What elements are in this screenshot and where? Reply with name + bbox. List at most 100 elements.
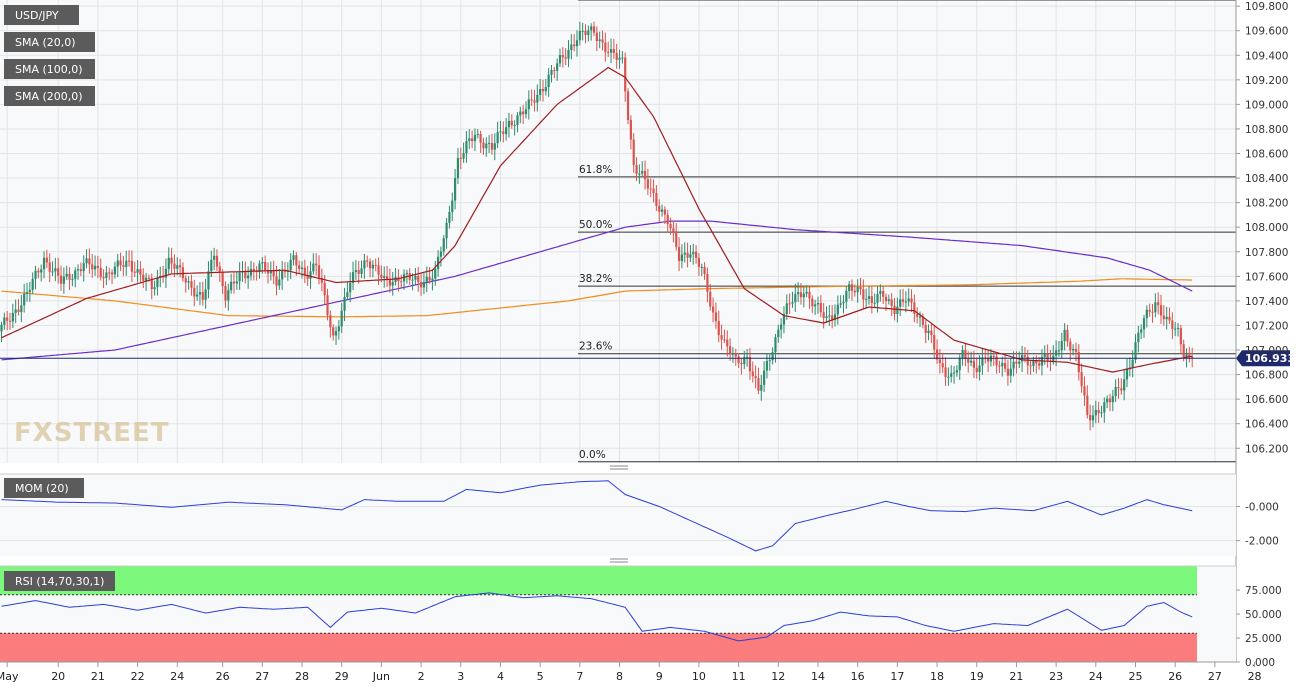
price-tick-label: 109.000 (1245, 99, 1288, 111)
candle-body (1083, 386, 1086, 396)
candle-body (1120, 388, 1123, 391)
candle-body (1125, 369, 1129, 380)
candle-body (887, 299, 890, 301)
candle-body (533, 100, 536, 103)
candle-body (247, 275, 250, 279)
candle-body (774, 337, 777, 353)
candle-body (1094, 409, 1097, 416)
candle-body (31, 278, 34, 290)
candle-body (227, 290, 230, 301)
candle-body (527, 99, 530, 110)
candle-body (748, 356, 752, 372)
momentum-panel-bg (0, 474, 1236, 556)
candle-body (782, 314, 786, 325)
candle-body (626, 91, 630, 121)
candle-body (947, 376, 950, 378)
candle-body (366, 260, 369, 262)
candle-body (85, 258, 88, 264)
candle-body (893, 305, 896, 314)
candle-body (873, 302, 876, 304)
fib-label: 0.0% (579, 449, 606, 461)
candle-body (108, 272, 111, 274)
rsi-panel: 75.000 50.000 25.000 0.000 RSI (14,70,30,1) (0, 565, 1282, 669)
candle-body (884, 296, 888, 301)
candle-body (941, 363, 944, 368)
candle-body (181, 267, 185, 279)
candle-body (530, 99, 533, 101)
legend-item-label: SMA (200,0) (15, 90, 83, 103)
panel-resize-handle-2[interactable] (610, 558, 628, 563)
candle-body (921, 316, 924, 325)
current-price-line: 106.933 (0, 350, 1295, 367)
rsi-overbought-zone (0, 566, 1197, 595)
candle-body (641, 170, 644, 174)
candle-body (414, 275, 417, 280)
momentum-tick-label: -2.000 (1245, 536, 1279, 548)
candle-body (193, 287, 196, 297)
price-tick-label: 107.000 (1245, 345, 1288, 357)
candle-body (595, 32, 598, 42)
candle-body (6, 317, 9, 321)
candle-body (904, 301, 907, 303)
candle-body (334, 331, 338, 336)
candle-body (448, 212, 451, 223)
legend-item-0: USD/JPY (4, 5, 79, 25)
date-tick-label: 2 (418, 670, 425, 683)
candle-body (434, 268, 437, 279)
candle-body (62, 276, 65, 284)
price-panel-bg (0, 0, 1236, 463)
candle-body (853, 290, 856, 293)
date-tick-label: May (0, 670, 19, 683)
price-tick-label: 107.800 (1245, 247, 1288, 259)
candle-body (1159, 305, 1163, 316)
candle-body (1188, 354, 1191, 357)
momentum-grid (0, 473, 1236, 542)
candle-body (213, 255, 216, 260)
candle-body (992, 355, 995, 357)
candle-body (672, 228, 675, 233)
candle-body (417, 275, 420, 283)
sma-20-line (1, 66, 1193, 373)
candle-body (731, 353, 735, 355)
candle-body (870, 296, 873, 304)
momentum-legend-bg (4, 478, 84, 498)
date-tick-label: 28 (295, 670, 309, 683)
candle-body (65, 273, 68, 277)
candle-body (760, 384, 763, 391)
momentum-panel: -0.000 -2.000 MOM (20) (0, 473, 1279, 563)
price-tick-label: 106.400 (1245, 419, 1288, 431)
candle-body (677, 247, 681, 262)
candle-body (1001, 362, 1004, 367)
candle-body (201, 292, 204, 300)
candle-body (621, 57, 624, 59)
candle-body (340, 310, 343, 327)
momentum-legend-label: MOM (20) (15, 482, 69, 495)
momentum-path (1, 480, 1193, 552)
candle-body (669, 223, 672, 229)
candle-body (578, 31, 581, 41)
candle-body (1055, 350, 1058, 356)
candle-body (315, 263, 318, 266)
candle-body (147, 277, 151, 279)
candle-body (882, 290, 885, 297)
date-tick-label: 24 (1089, 670, 1103, 683)
candle-body (978, 365, 981, 373)
panel-resize-handle[interactable] (610, 465, 628, 470)
candle-body (1168, 316, 1171, 321)
candle-body (454, 178, 457, 201)
candle-body (550, 69, 553, 75)
date-tick-label: 21 (1009, 670, 1023, 683)
candle-body (360, 268, 363, 274)
legend-item-swatch (4, 5, 7, 25)
candle-body (411, 279, 414, 281)
date-tick-label: 11 (732, 670, 746, 683)
candle-body (337, 326, 340, 332)
candle-body (638, 173, 641, 175)
candle-body (312, 263, 315, 272)
candle-body (23, 293, 26, 306)
candle-body (144, 277, 148, 281)
date-tick-label: 20 (51, 670, 65, 683)
candle-body (663, 209, 666, 215)
price-tick-label: 106.600 (1245, 394, 1288, 406)
candle-body (573, 44, 576, 47)
